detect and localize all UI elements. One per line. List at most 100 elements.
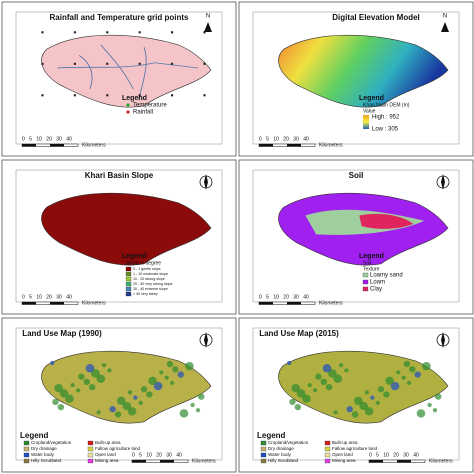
legend-swatch	[23, 458, 30, 464]
scale-bar-fill	[22, 144, 36, 147]
compass-star	[204, 174, 208, 190]
grid-point	[171, 62, 174, 65]
legend-label: 0 - 1 gentle slope	[133, 267, 161, 271]
map-frame	[252, 11, 460, 145]
map-panel: Land Use Map (1990) LegendCropland/vegeta…	[1, 317, 237, 473]
legend-ramp	[363, 115, 369, 129]
landuse-patch	[385, 376, 394, 386]
north-label: N	[443, 14, 447, 20]
legend-swatch	[125, 271, 132, 277]
landuse-patch	[422, 361, 431, 371]
grid-point	[203, 94, 206, 97]
legend-label: 10 - 20 strong slope	[133, 277, 165, 281]
scale-bar-fill	[369, 460, 383, 463]
landuse-patch	[364, 407, 374, 416]
grid-point	[106, 62, 109, 65]
landuse-patch	[190, 402, 195, 408]
landuse-patch	[75, 388, 81, 393]
scale-bar-fill	[259, 302, 273, 305]
landuse-patch	[78, 373, 85, 380]
grid-point	[73, 31, 76, 34]
scale-bar-fill	[50, 302, 64, 305]
scale-bar-fill	[132, 460, 146, 463]
legend-label: Built-up area	[95, 440, 121, 445]
river	[78, 55, 93, 90]
landuse-patch	[114, 411, 122, 418]
legend-swatch	[324, 446, 331, 452]
landuse-patch	[198, 393, 205, 400]
legend-swatch	[125, 281, 132, 287]
landuse-patch	[291, 384, 300, 393]
map-panel: Rainfall and Temperature grid points N Leg…	[1, 1, 237, 157]
legend-swatch	[324, 440, 331, 446]
legend-symbol	[126, 103, 130, 107]
landuse-patch	[333, 410, 338, 415]
landuse-patch	[59, 389, 69, 398]
landuse-patch	[57, 403, 65, 411]
scale-unit: Kilometers	[82, 300, 106, 306]
legend-label: Temperature	[133, 103, 167, 109]
scale-labels: 0 5 10 20 30 40	[132, 452, 182, 458]
legend-title: Legend	[20, 431, 49, 440]
landuse-patch	[403, 360, 411, 368]
landuse-patch	[432, 408, 438, 413]
scale-bar-fill	[287, 144, 301, 147]
map-frame	[15, 327, 223, 461]
landuse-patch	[294, 403, 302, 411]
landuse-patch	[177, 371, 184, 378]
basin	[41, 350, 212, 424]
legend-swatch	[125, 286, 132, 292]
legend-label: Mining area	[332, 458, 356, 463]
legend-label: Low : 305	[372, 127, 399, 133]
legend-label: Fallow agriculture land	[332, 446, 378, 451]
legend-label: Fallow agriculture land	[95, 446, 141, 451]
legend-swatch	[87, 440, 94, 446]
panel-title: Land Use Map (2015)	[259, 329, 339, 338]
grid-point	[41, 62, 44, 65]
compass-star	[441, 332, 445, 348]
legend-swatch	[87, 458, 94, 464]
legend-label: 1 - 10 moderate slope	[133, 272, 168, 276]
legend-label: 30 - 40 extreme slope	[133, 287, 168, 291]
scale-bar-fill	[160, 460, 174, 463]
landuse-patch	[107, 368, 112, 373]
legend-label: 20 - 30 very strong slope	[133, 282, 173, 286]
grid-point	[138, 62, 141, 65]
landuse-patch	[328, 369, 337, 378]
legend-label: Loamy sand	[370, 273, 403, 279]
landuse-patch	[370, 395, 375, 400]
landuse-patch	[164, 375, 169, 380]
map-frame	[15, 11, 223, 145]
grid-point	[203, 31, 206, 34]
landuse-patch	[185, 361, 194, 371]
legend-label: > 40 very steep	[133, 292, 158, 296]
landuse-patch	[101, 363, 107, 368]
landuse-patch	[96, 410, 101, 415]
legend-swatch	[125, 276, 132, 282]
grid-point	[41, 31, 44, 34]
landuse-patch	[406, 380, 412, 386]
legend-swatch	[23, 446, 30, 452]
legend-label: Open land	[95, 452, 116, 457]
legend-label: Rainfall	[133, 110, 153, 116]
north-arrow	[441, 22, 449, 32]
scale-bar-fill	[287, 302, 301, 305]
basin	[41, 192, 212, 266]
landuse-patch	[52, 398, 59, 405]
landuse-patch	[312, 388, 318, 393]
landuse-patch	[346, 406, 353, 413]
legend-swatch	[362, 272, 369, 278]
landuse-patch	[289, 398, 296, 405]
scale-bar-fill	[22, 302, 36, 305]
landuse-patch	[153, 381, 163, 391]
legend-swatch	[362, 279, 369, 285]
legend-subtitle: Khari basin DEM (m)	[363, 102, 410, 108]
scale-bar-fill	[259, 144, 273, 147]
legend-label: Loam	[370, 280, 385, 286]
landuse-patch	[383, 391, 390, 398]
scale-labels: 0 5 10 20 30 40	[22, 294, 72, 300]
landuse-patch	[133, 395, 138, 400]
legend-swatch	[87, 446, 94, 452]
scale-unit: Kilometers	[429, 458, 453, 464]
